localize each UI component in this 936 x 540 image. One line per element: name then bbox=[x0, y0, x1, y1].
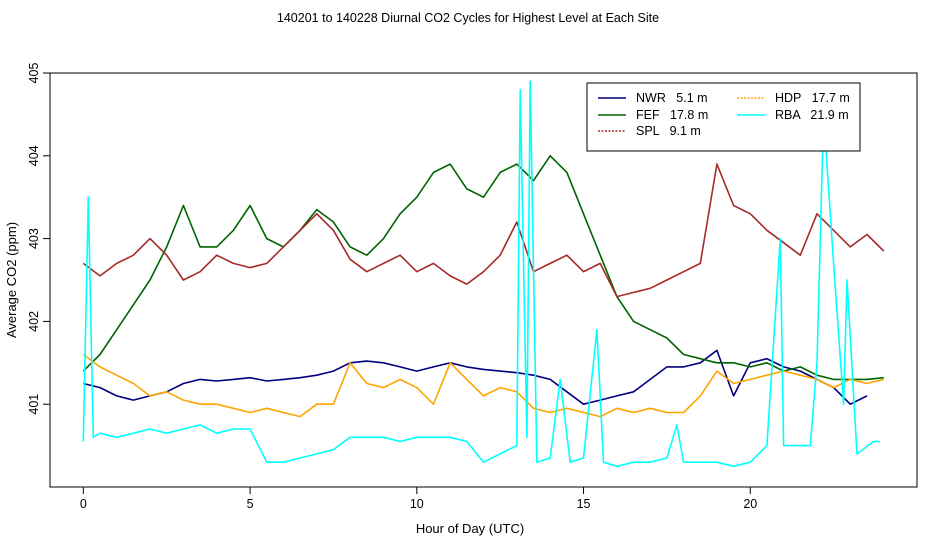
x-axis: 0 5 10 15 20 bbox=[80, 487, 757, 511]
series-line-1 bbox=[82, 155, 884, 381]
y-tick-label: 403 bbox=[27, 228, 41, 249]
legend: NWR 5.1 m FEF 17.8 m SPL 9.1 m HDP 17.7 m RB… bbox=[586, 82, 861, 152]
x-tick-label: 15 bbox=[577, 497, 591, 511]
x-tick-label: 5 bbox=[247, 497, 254, 511]
y-tick-label: 402 bbox=[27, 311, 41, 332]
x-tick-label: 20 bbox=[743, 497, 757, 511]
y-tick-label: 404 bbox=[27, 145, 41, 166]
series-line-0 bbox=[83, 349, 868, 406]
y-tick-label: 405 bbox=[27, 63, 41, 84]
x-tick-label: 10 bbox=[410, 497, 424, 511]
series-layer bbox=[82, 80, 885, 468]
series-line-4 bbox=[82, 80, 881, 468]
legend-label: RBA 21.9 m bbox=[775, 108, 849, 122]
legend-label: SPL 9.1 m bbox=[636, 124, 701, 138]
legend-label: NWR 5.1 m bbox=[636, 91, 708, 105]
legend-box bbox=[586, 82, 861, 152]
y-tick-label: 401 bbox=[27, 394, 41, 415]
x-tick-label: 0 bbox=[80, 497, 87, 511]
plot-frame bbox=[49, 72, 918, 488]
series-line-2 bbox=[82, 163, 885, 298]
legend-label: FEF 17.8 m bbox=[636, 108, 708, 122]
y-axis-label: Average CO2 (ppm) bbox=[4, 222, 19, 338]
y-axis: 401 402 403 404 405 bbox=[27, 63, 50, 415]
legend-label: HDP 17.7 m bbox=[775, 91, 850, 105]
series-line-3 bbox=[82, 353, 884, 418]
x-axis-label: Hour of Day (UTC) bbox=[416, 521, 524, 536]
chart-title: 140201 to 140228 Diurnal CO2 Cycles for … bbox=[277, 11, 659, 25]
